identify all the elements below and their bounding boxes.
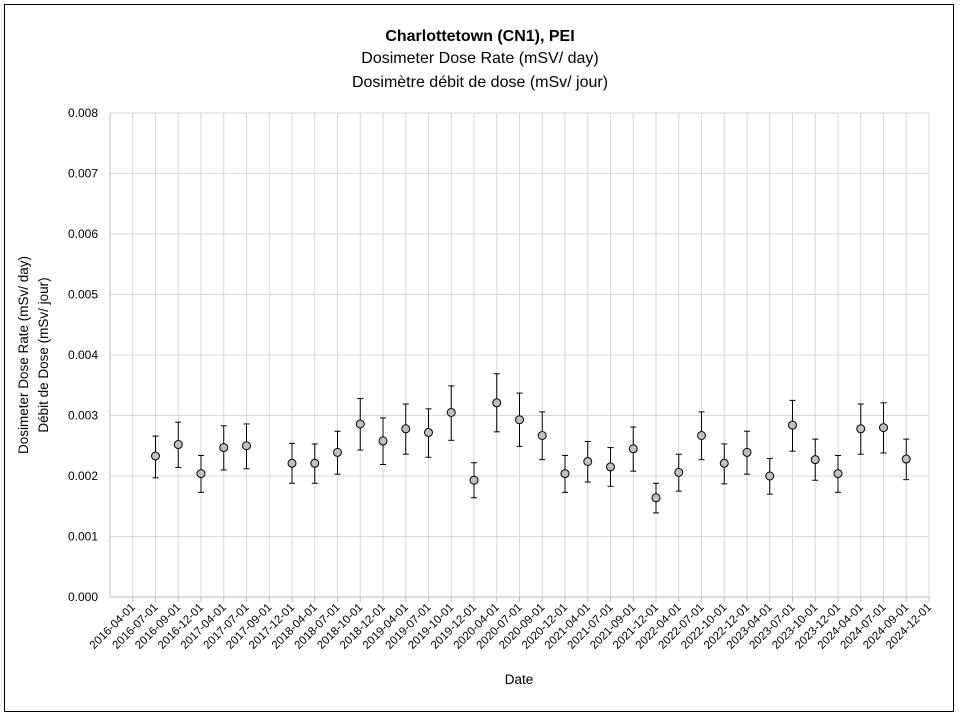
data-point [401, 424, 411, 434]
y-tick-label: 0.001 [68, 530, 98, 544]
data-point [583, 456, 593, 466]
data-point [697, 430, 706, 440]
y-tick-label: 0.002 [68, 469, 98, 483]
data-point [651, 493, 661, 503]
error-bars [152, 373, 910, 514]
data-point [355, 419, 365, 429]
data-point [810, 455, 820, 465]
data-point [196, 469, 206, 479]
data-point [515, 415, 524, 425]
data-point [287, 458, 297, 468]
data-point [901, 454, 911, 464]
data-point [378, 436, 388, 446]
data-point [606, 462, 615, 472]
data-point [310, 458, 320, 468]
data-point [219, 443, 229, 453]
data-point [856, 424, 866, 434]
y-tick-labels: 0.000 0.001 0.002 0.003 0.004 0.005 0.006 0.007… [68, 106, 98, 604]
chart-frame [4, 4, 954, 712]
x-axis-title: Date [505, 672, 534, 687]
y-axis-title-english: Dosimeter Dose Rate (mSv/ day) [16, 256, 31, 454]
data-point [537, 430, 547, 440]
data-point [765, 471, 775, 481]
chart-subtitle-english: Dosimeter Dose Rate (mSV/ day) [361, 50, 599, 67]
y-tick-label: 0.004 [68, 348, 98, 362]
data-point [719, 458, 729, 468]
y-tick-label: 0.000 [68, 590, 98, 604]
data-point [151, 451, 160, 461]
chart-title: Charlottetown (CN1), PEI [385, 28, 575, 45]
data-point [424, 427, 433, 437]
data-point [242, 441, 251, 451]
data-point [833, 469, 843, 479]
y-tick-label: 0.007 [68, 167, 98, 181]
data-points [151, 398, 911, 503]
y-axis-title-french: Débit de Dose (mSv/ jour) [36, 277, 51, 432]
grid [110, 112, 930, 598]
data-point [560, 469, 570, 479]
y-tick-label: 0.006 [68, 227, 98, 241]
y-tick-label: 0.008 [68, 106, 98, 120]
data-point [674, 467, 684, 477]
data-point [333, 447, 342, 457]
data-point [446, 407, 456, 417]
data-point [742, 447, 752, 457]
chart-subtitle-french: Dosimètre débit de dose (mSv/ jour) [351, 74, 609, 91]
y-tick-label: 0.003 [68, 409, 98, 423]
x-tick-labels: 2016-04-012016-07-012016-09-012016-12-01… [88, 602, 934, 652]
y-tick-label: 0.005 [68, 288, 98, 302]
data-point [628, 444, 638, 454]
data-point [469, 475, 479, 485]
data-point [788, 420, 797, 430]
data-point [173, 440, 183, 450]
axes [109, 113, 930, 602]
data-point [879, 423, 888, 433]
data-point [492, 398, 502, 408]
